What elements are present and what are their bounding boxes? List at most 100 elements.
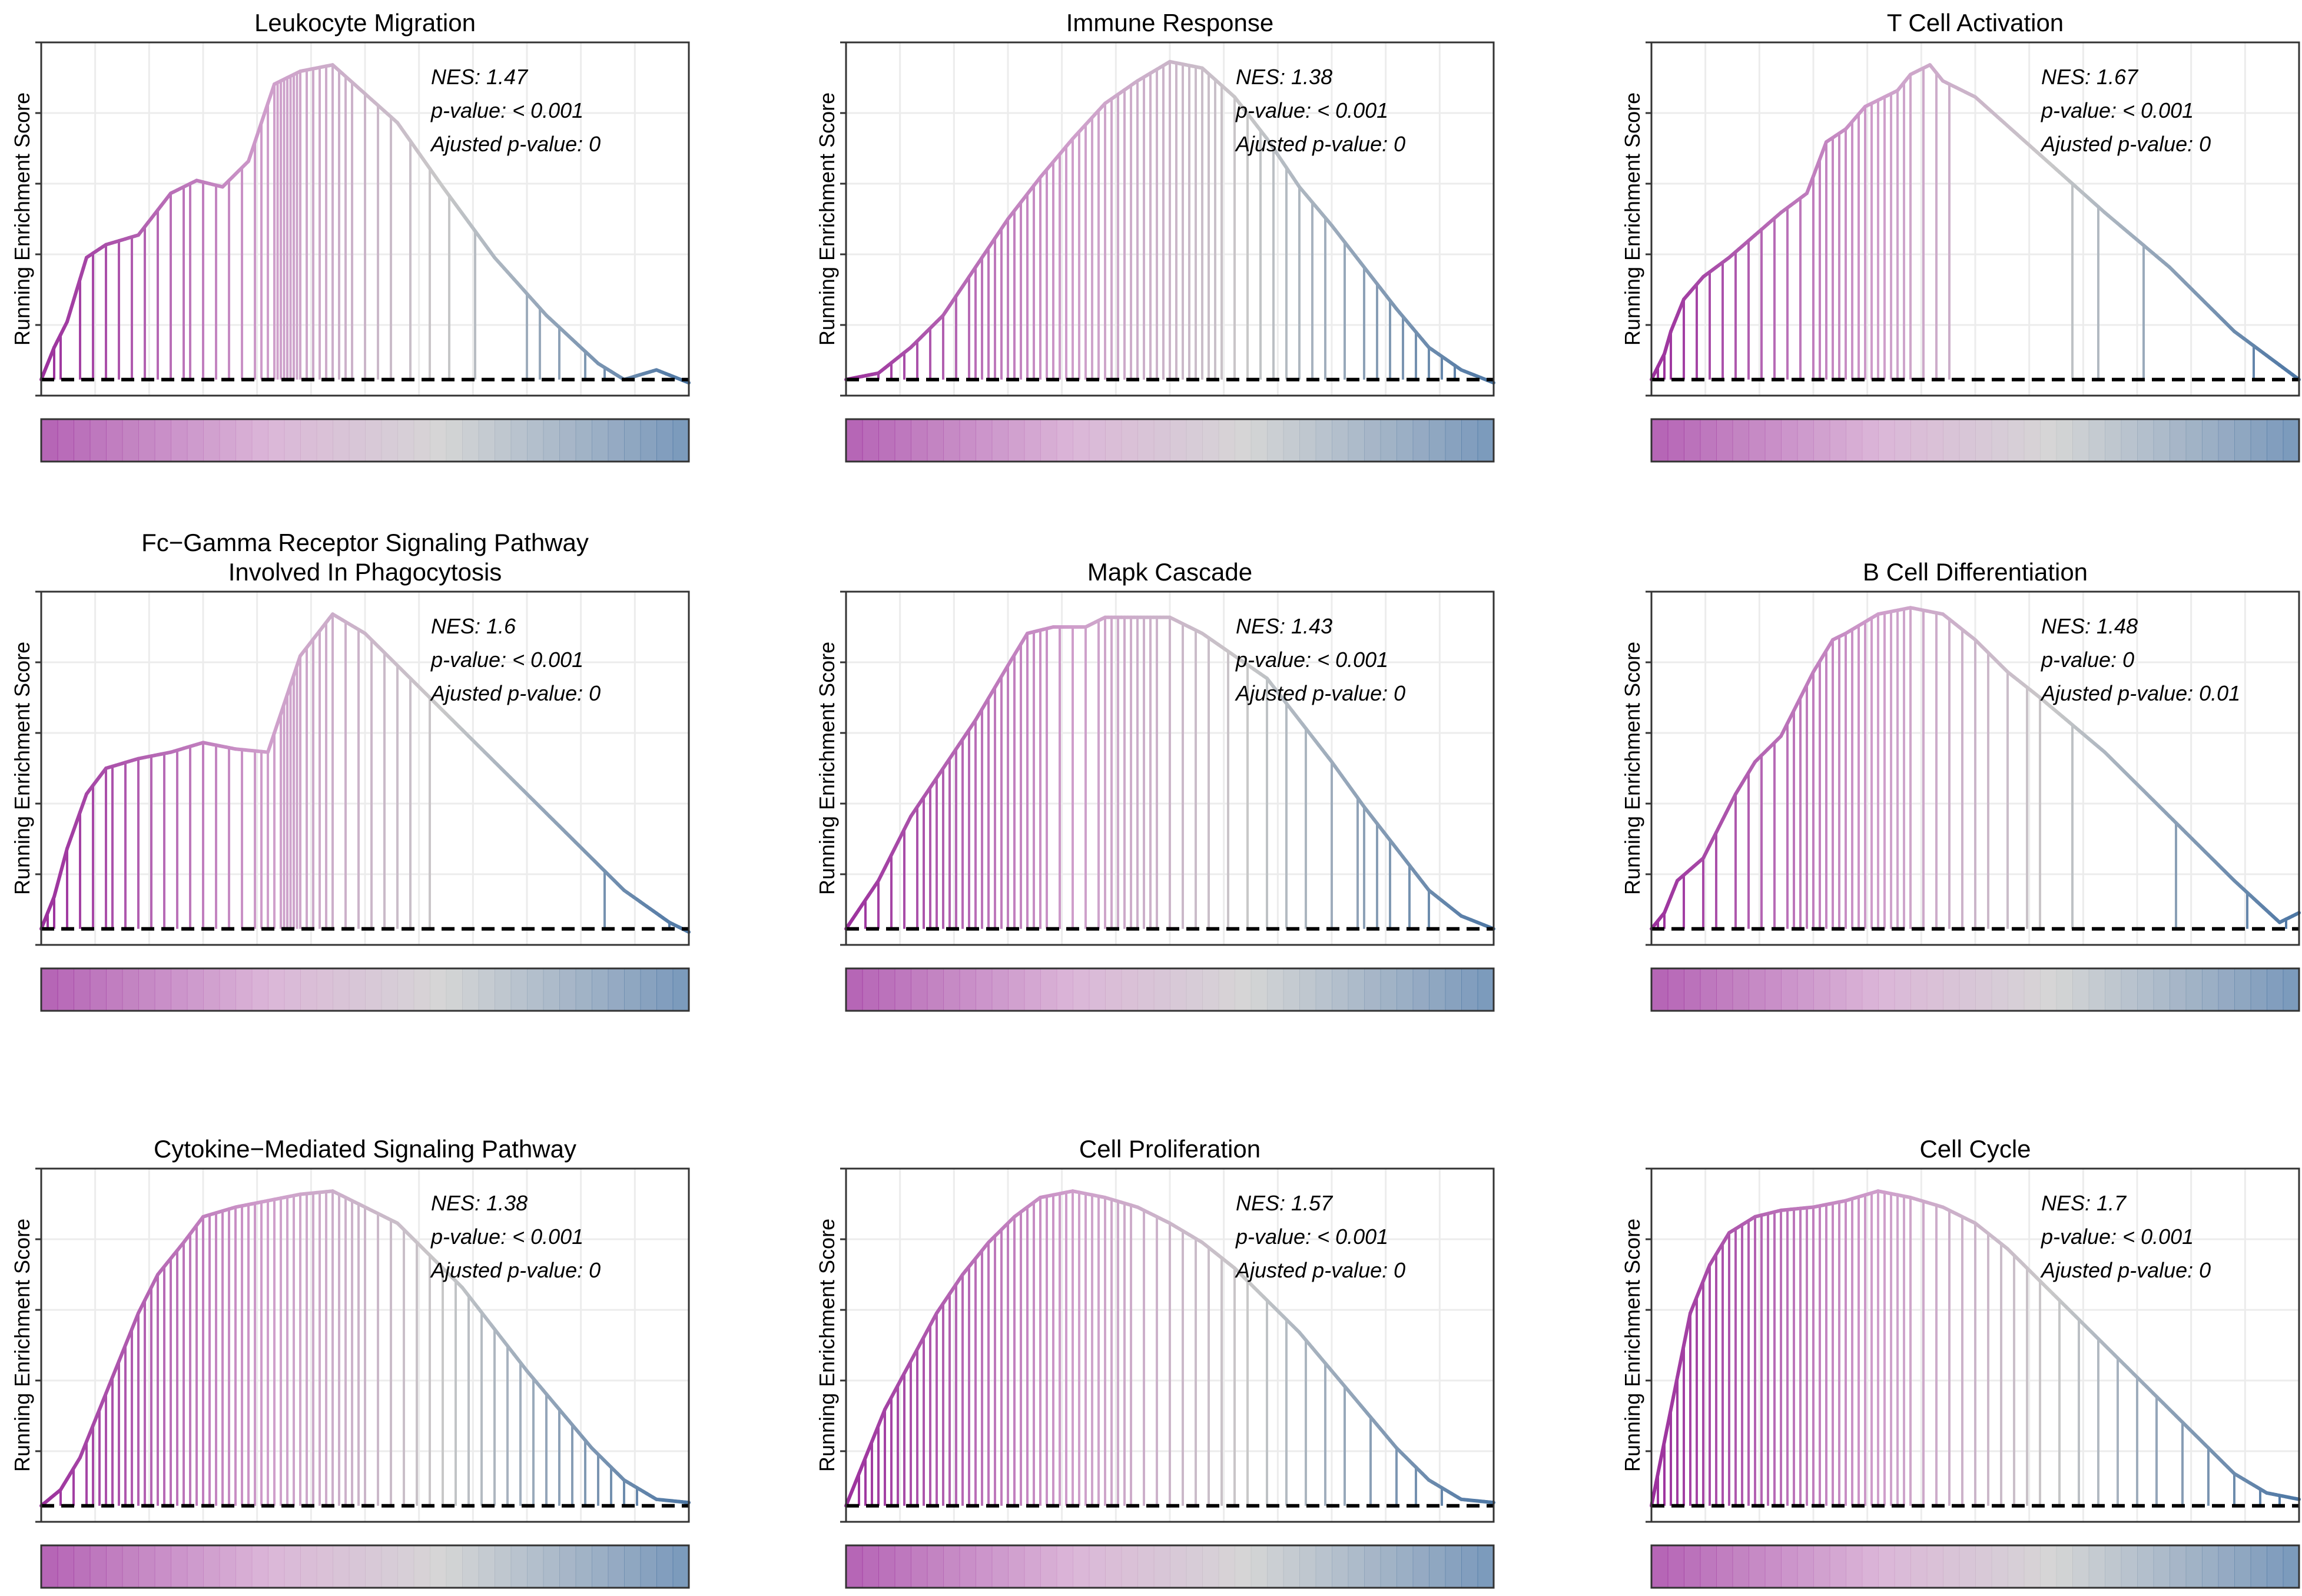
rank-bar-segment (1749, 968, 1766, 1011)
rank-bar-segment (446, 419, 463, 462)
stat-adj_pvalue: Ajusted p-value: 0 (1236, 132, 1406, 156)
rank-bar-segment (543, 1545, 560, 1588)
rank-bar-segment (1429, 419, 1446, 462)
es-curve-segment (1666, 1408, 1673, 1428)
rank-bar-segment (846, 419, 863, 462)
es-curve-segment (1679, 1343, 1686, 1363)
rank-bar-segment (122, 419, 139, 462)
rank-bar-segment (1089, 1545, 1106, 1588)
rank-bar-segment (1397, 1545, 1414, 1588)
rank-bar-segment (397, 419, 414, 462)
rank-bar-segment (559, 968, 576, 1011)
stat-pvalue: p-value: < 0.001 (2041, 1225, 2194, 1249)
gsea-panel-7 (35, 1167, 691, 1589)
rank-bar-segment (640, 1545, 657, 1588)
panel-title: Immune Response (1066, 9, 1274, 37)
rank-bar-segment (1813, 1545, 1830, 1588)
rank-bar-segment (1651, 419, 1669, 462)
stat-nes: NES: 1.43 (1236, 614, 1333, 638)
rank-bar-segment (122, 1545, 139, 1588)
rank-bar-segment (1975, 968, 1992, 1011)
rank-bar-segment (1926, 1545, 1943, 1588)
rank-bar-segment (1894, 419, 1911, 462)
rank-bar-segment (1781, 419, 1798, 462)
rank-bar-segment (894, 1545, 911, 1588)
gsea-panel-5 (840, 590, 1495, 1012)
rank-bar-segment (1445, 968, 1462, 1011)
rank-bar-segment (284, 419, 301, 462)
rank-bar-segment (1008, 1545, 1025, 1588)
rank-bar-segment (203, 1545, 220, 1588)
rank-bar-segment (991, 419, 1009, 462)
rank-bar-segment (2008, 419, 2025, 462)
rank-bar-segment (943, 1545, 960, 1588)
rank-bar-segment (2040, 1545, 2057, 1588)
rank-bar-segment (911, 419, 928, 462)
rank-bar-segment (1461, 419, 1478, 462)
rank-bar-segment (1397, 419, 1414, 462)
y-axis-label: Running Enrichment Score (1620, 92, 1644, 346)
panel-title: Fc−Gamma Receptor Signaling Pathway Invol… (141, 529, 589, 586)
y-axis-label: Running Enrichment Score (10, 641, 34, 895)
rank-bar-segment (1461, 1545, 1478, 1588)
rank-bar-segment (1137, 968, 1155, 1011)
rank-bar-segment (57, 419, 74, 462)
panel-title: T Cell Activation (1886, 9, 2064, 37)
rank-bar-segment (1412, 419, 1429, 462)
rank-bar-segment (510, 1545, 528, 1588)
rank-bar-segment (608, 1545, 625, 1588)
rank-bar-segment (2283, 968, 2300, 1011)
rank-bar-segment (300, 968, 317, 1011)
rank-bar-segment (1959, 1545, 1976, 1588)
rank-bar-segment (1445, 419, 1462, 462)
rank-bar-segment (365, 419, 382, 462)
rank-bar-segment (559, 1545, 576, 1588)
rank-bar-segment (878, 1545, 895, 1588)
rank-bar-segment (1878, 968, 1895, 1011)
rank-bar-segment (2185, 1545, 2203, 1588)
rank-bar-border (1650, 967, 2300, 1012)
rank-bar-segment (1040, 968, 1057, 1011)
plot-border (1650, 41, 2300, 397)
gsea-panel-8 (840, 1167, 1495, 1589)
rank-bar-segment (1797, 1545, 1814, 1588)
stat-pvalue: p-value: < 0.001 (2041, 98, 2194, 122)
rank-bar-segment (527, 419, 544, 462)
rank-bar-segment (2056, 419, 2073, 462)
rank-bar-segment (1364, 968, 1381, 1011)
y-axis-label: Running Enrichment Score (1620, 1218, 1644, 1472)
rank-bar-segment (1008, 419, 1025, 462)
rank-bar-segment (2234, 968, 2251, 1011)
y-axis-label: Running Enrichment Score (815, 92, 839, 346)
es-curve-segment (78, 266, 85, 281)
stats-annotation: NES: 1.38 p-value: < 0.001 Ajusted p-value… (1236, 60, 1405, 161)
rank-bar-segment (1764, 419, 1782, 462)
rank-bar-segment (2267, 1545, 2284, 1588)
rank-bar-segment (106, 419, 123, 462)
stat-adj_pvalue: Ajusted p-value: 0 (2041, 132, 2211, 156)
rank-bar-segment (413, 968, 430, 1011)
rank-bar-segment (268, 1545, 285, 1588)
rank-bar-segment (1121, 419, 1138, 462)
rank-bar-segment (1380, 968, 1397, 1011)
rank-bar-segment (333, 1545, 350, 1588)
stats-annotation: NES: 1.7 p-value: < 0.001 Ajusted p-value:… (2041, 1186, 2211, 1287)
rank-bar-segment (1153, 419, 1170, 462)
rank-bar-segment (462, 419, 479, 462)
rank-bar-segment (1235, 1545, 1252, 1588)
rank-bar-segment (911, 1545, 928, 1588)
stat-pvalue: p-value: < 0.001 (431, 648, 584, 672)
rank-bar-segment (1040, 419, 1057, 462)
rank-bar-segment (1153, 968, 1170, 1011)
stat-adj_pvalue: Ajusted p-value: 0 (2041, 1258, 2211, 1282)
rank-bar-segment (381, 968, 398, 1011)
rank-bar-segment (2024, 968, 2041, 1011)
rank-bar-segment (74, 968, 91, 1011)
rank-bar-segment (2153, 419, 2170, 462)
rank-bar-segment (1299, 419, 1316, 462)
rank-bar-segment (251, 1545, 268, 1588)
rank-bar-segment (543, 419, 560, 462)
rank-bar-segment (1429, 1545, 1446, 1588)
rank-bar-segment (624, 1545, 641, 1588)
